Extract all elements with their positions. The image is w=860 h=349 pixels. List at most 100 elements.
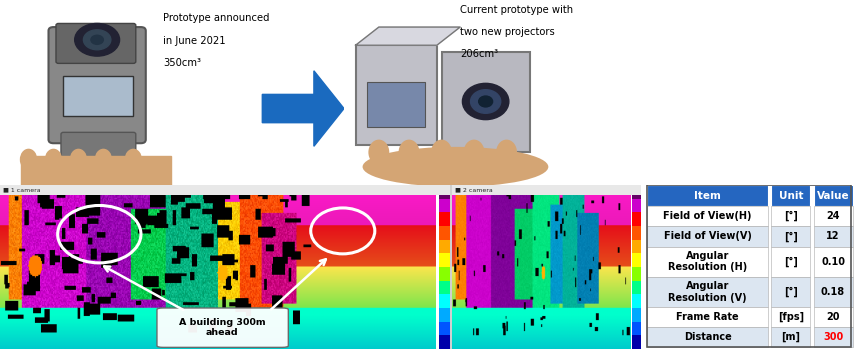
Text: ■ 1 camera: ■ 1 camera <box>3 187 40 192</box>
Text: Value: Value <box>817 191 850 201</box>
Text: in June 2021: in June 2021 <box>163 36 226 46</box>
Bar <box>814 227 852 246</box>
Ellipse shape <box>464 140 484 165</box>
Ellipse shape <box>368 140 390 165</box>
Bar <box>632 308 641 322</box>
Text: A building 300m
ahead: A building 300m ahead <box>179 318 266 337</box>
Text: Angular
Resolution (V): Angular Resolution (V) <box>668 281 747 303</box>
Bar <box>771 185 810 206</box>
Text: Distance: Distance <box>684 332 732 342</box>
Bar <box>632 335 641 349</box>
Bar <box>814 246 852 277</box>
Ellipse shape <box>431 140 452 165</box>
Bar <box>439 335 451 349</box>
Bar <box>647 206 768 227</box>
Text: [m]: [m] <box>782 332 801 342</box>
Bar <box>632 281 641 294</box>
Text: two new projectors: two new projectors <box>460 27 555 37</box>
Bar <box>451 185 452 349</box>
Ellipse shape <box>125 149 142 170</box>
Circle shape <box>83 30 111 50</box>
Text: Prototype announced: Prototype announced <box>163 13 270 23</box>
Bar <box>647 227 768 246</box>
Circle shape <box>479 96 493 107</box>
Ellipse shape <box>398 140 420 165</box>
Text: Unit: Unit <box>778 191 803 201</box>
Bar <box>64 76 133 116</box>
Ellipse shape <box>45 149 62 170</box>
FancyBboxPatch shape <box>441 52 530 152</box>
Bar <box>439 267 451 281</box>
Circle shape <box>75 23 120 56</box>
FancyBboxPatch shape <box>356 45 437 145</box>
Bar <box>632 267 641 281</box>
Bar <box>814 277 852 307</box>
Text: 206cm³: 206cm³ <box>460 49 498 59</box>
Ellipse shape <box>95 149 112 170</box>
Polygon shape <box>262 71 344 146</box>
Bar <box>632 185 641 199</box>
Text: 20: 20 <box>826 312 840 322</box>
Bar <box>814 185 852 206</box>
Text: Current prototype with: Current prototype with <box>460 5 574 15</box>
Bar <box>771 307 810 327</box>
Ellipse shape <box>363 147 549 187</box>
FancyBboxPatch shape <box>48 27 145 143</box>
Bar <box>771 277 810 307</box>
Text: 12: 12 <box>826 231 840 242</box>
Text: [fps]: [fps] <box>777 312 804 322</box>
Bar <box>439 281 451 294</box>
Bar <box>647 246 768 277</box>
Bar <box>771 227 810 246</box>
Text: Field of View(H): Field of View(H) <box>663 211 752 221</box>
Bar <box>647 277 768 307</box>
Bar <box>632 253 641 267</box>
Bar <box>632 322 641 335</box>
Bar <box>439 199 451 212</box>
Bar <box>439 253 451 267</box>
Circle shape <box>470 90 501 113</box>
Bar <box>771 327 810 347</box>
Bar <box>632 294 641 308</box>
Bar <box>439 308 451 322</box>
Ellipse shape <box>20 149 37 170</box>
Text: 24: 24 <box>826 211 840 221</box>
Bar <box>439 294 451 308</box>
Ellipse shape <box>70 149 87 170</box>
FancyBboxPatch shape <box>61 132 136 169</box>
Text: Item: Item <box>694 191 722 201</box>
Text: 0.10: 0.10 <box>821 257 845 267</box>
Bar <box>0 185 451 195</box>
Bar <box>771 246 810 277</box>
Bar <box>771 206 810 227</box>
Bar <box>632 226 641 240</box>
Bar <box>647 307 768 327</box>
Bar <box>439 212 451 226</box>
Bar <box>439 240 451 253</box>
Text: 0.18: 0.18 <box>821 287 845 297</box>
Ellipse shape <box>496 140 517 165</box>
Polygon shape <box>21 156 170 185</box>
Bar <box>439 226 451 240</box>
Bar <box>367 82 426 127</box>
Text: Frame Rate: Frame Rate <box>676 312 739 322</box>
Text: [°]: [°] <box>784 211 798 222</box>
Bar <box>814 206 852 227</box>
Bar <box>814 327 852 347</box>
Polygon shape <box>356 27 460 45</box>
Text: [°]: [°] <box>784 231 798 242</box>
Text: [°]: [°] <box>784 287 798 297</box>
Bar <box>632 199 641 212</box>
Bar <box>632 212 641 226</box>
Bar <box>439 185 451 199</box>
Circle shape <box>91 35 103 44</box>
Bar <box>439 322 451 335</box>
Bar <box>647 327 768 347</box>
Bar <box>814 307 852 327</box>
Text: Field of View(V): Field of View(V) <box>664 231 752 242</box>
Text: 350cm³: 350cm³ <box>163 58 201 68</box>
Bar <box>632 240 641 253</box>
Circle shape <box>463 83 509 120</box>
FancyBboxPatch shape <box>56 23 136 64</box>
Bar <box>452 185 641 195</box>
